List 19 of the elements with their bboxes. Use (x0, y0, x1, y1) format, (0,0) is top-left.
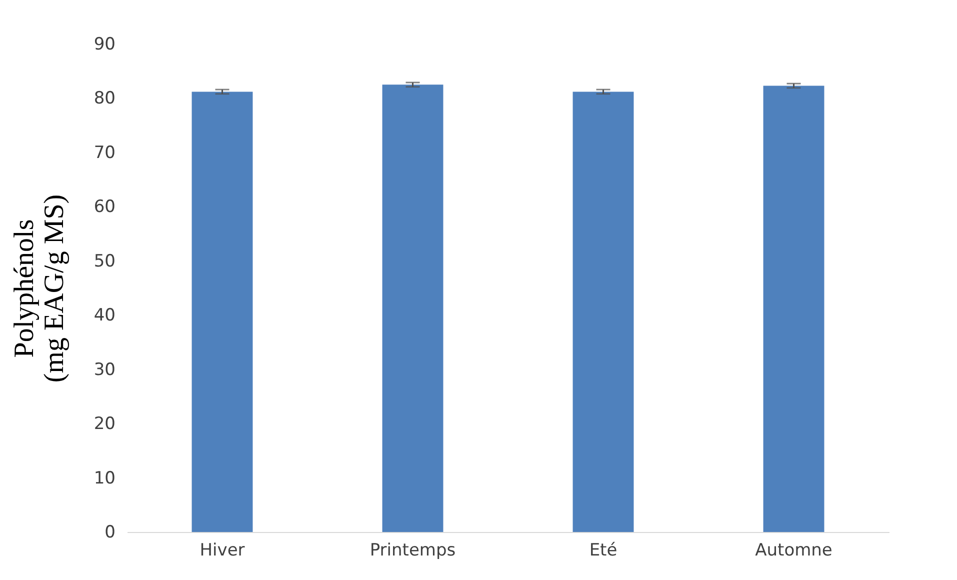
x-tick-label: Hiver (200, 540, 245, 560)
bar (572, 92, 634, 532)
x-tick-label: Automne (755, 540, 832, 560)
y-tick-label: 0 (104, 522, 116, 542)
y-tick-label: 40 (94, 306, 116, 326)
y-tick-label: 60 (94, 197, 116, 218)
y-tick-label: 90 (94, 34, 116, 54)
x-tick-label: Eté (589, 540, 618, 560)
y-tick-label: 70 (94, 142, 116, 163)
x-tick-label: Printemps (370, 540, 456, 560)
y-tick-label: 10 (94, 468, 116, 488)
y-axis-title: Polyphénols (mg EAG/g MS) (8, 194, 70, 383)
y-tick-label: 30 (94, 360, 116, 380)
y-tick-label: 80 (94, 88, 116, 109)
bar (763, 86, 824, 532)
y-tick-label: 50 (94, 251, 116, 272)
bar (192, 92, 253, 532)
bar (382, 84, 444, 532)
y-tick-label: 20 (94, 414, 116, 434)
